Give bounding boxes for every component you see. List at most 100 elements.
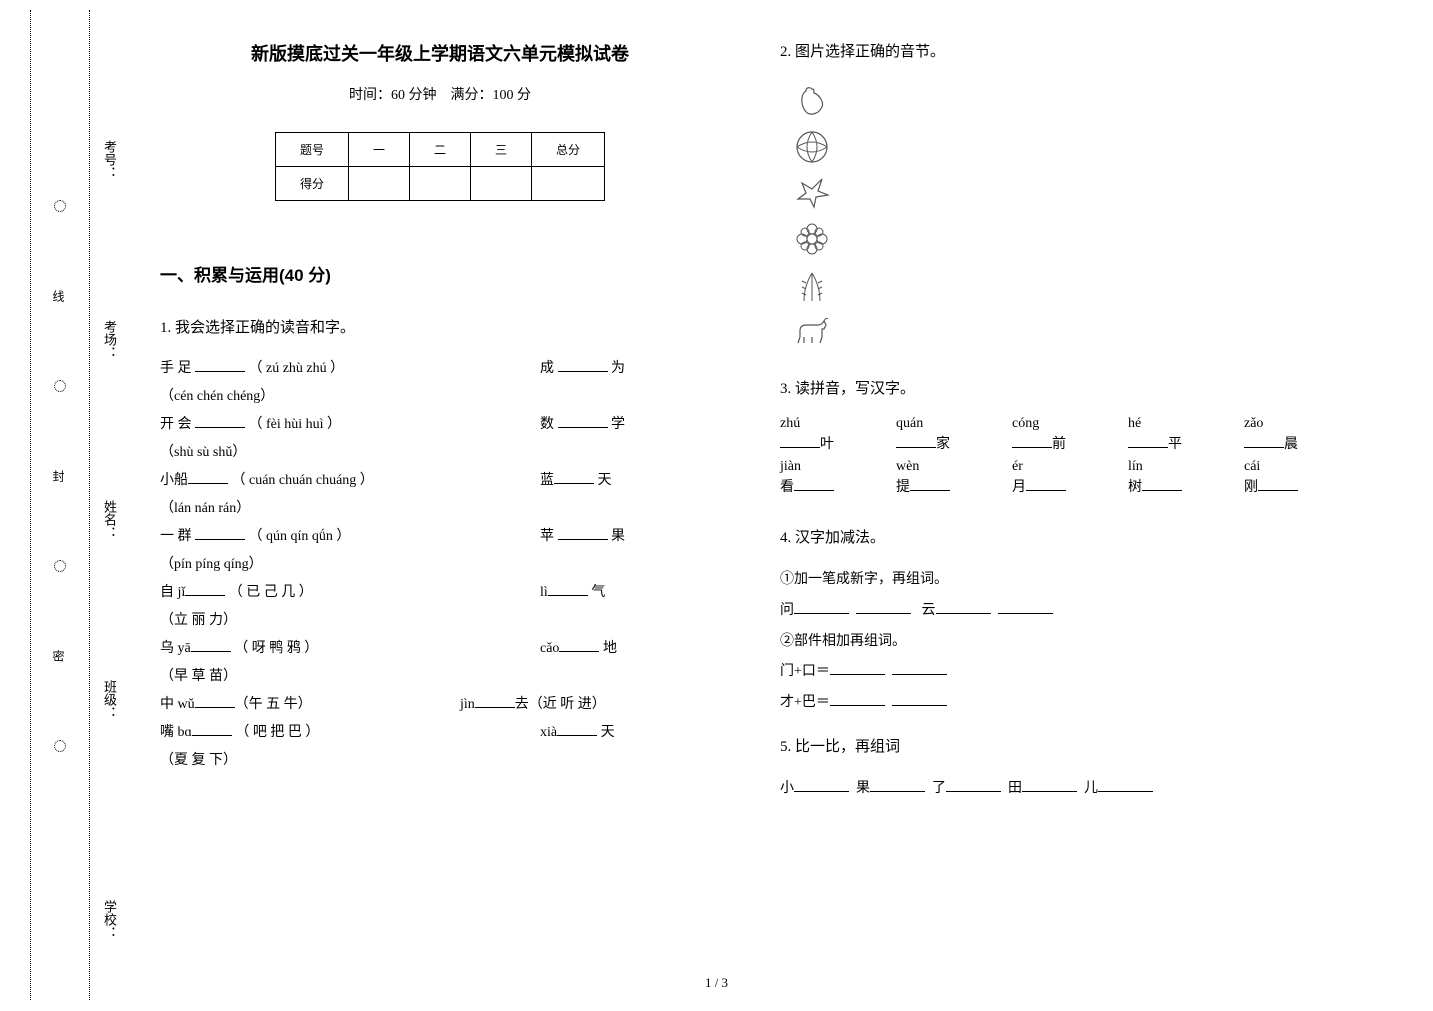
q1-right-suffix: 学 bbox=[611, 417, 625, 432]
q1-options: （ cuán chuán chuáng ） bbox=[232, 473, 374, 488]
fill-blank bbox=[195, 356, 245, 372]
q3-cell: cóng 前 bbox=[1012, 416, 1108, 453]
q3-cell: ér 月 bbox=[1012, 459, 1108, 496]
q1-stem: 小船 bbox=[160, 473, 188, 488]
fill-blank bbox=[1258, 475, 1298, 491]
fill-blank bbox=[188, 468, 228, 484]
q3-cell: zǎo 晨 bbox=[1244, 416, 1340, 453]
fill-blank bbox=[794, 776, 849, 792]
fill-blank bbox=[998, 598, 1053, 614]
q3-pinyin: zhú bbox=[780, 416, 876, 432]
wheat-icon bbox=[790, 263, 834, 307]
score-row-label: 得分 bbox=[275, 167, 348, 201]
fill-blank bbox=[1128, 432, 1168, 448]
q1-stem: 乌 yā bbox=[160, 641, 191, 656]
binding-vertical-label: 线 bbox=[50, 290, 67, 302]
fill-blank bbox=[558, 356, 608, 372]
fill-blank bbox=[946, 776, 1001, 792]
q3-char: 叶 bbox=[820, 437, 834, 452]
side-label-name: 姓名： bbox=[100, 500, 119, 539]
q3-cell: zhú 叶 bbox=[780, 416, 876, 453]
fill-blank bbox=[185, 580, 225, 596]
q3-char: 家 bbox=[936, 437, 950, 452]
q1-stem: 开 会 bbox=[160, 417, 192, 432]
q5-body: 小 果 了 田 儿 bbox=[780, 774, 1340, 805]
q5-char: 儿 bbox=[1084, 781, 1098, 796]
bird-icon bbox=[790, 171, 834, 215]
q3-pinyin: wèn bbox=[896, 459, 992, 475]
q1-paren: （pín píng qíng） bbox=[160, 551, 263, 579]
q3-char: 平 bbox=[1168, 437, 1182, 452]
table-row: 得分 bbox=[275, 167, 604, 201]
q1-right-char: 成 bbox=[540, 361, 554, 376]
q1-options: （ qún qín qǘn ） bbox=[249, 529, 351, 544]
q1-right-char: 数 bbox=[540, 417, 554, 432]
q3-pinyin: hé bbox=[1128, 416, 1224, 432]
q1-paren: （cén chén chéng） bbox=[160, 383, 274, 411]
q3-cell: quán 家 bbox=[896, 416, 992, 453]
q3-pinyin: cóng bbox=[1012, 416, 1108, 432]
q2-icon-stack bbox=[790, 79, 1340, 353]
q4-line: 门+口＝ bbox=[780, 657, 1340, 688]
binding-margin bbox=[30, 10, 90, 1000]
score-blank-cell bbox=[532, 167, 605, 201]
q3-pinyin: lín bbox=[1128, 459, 1224, 475]
side-label-examid: 考号： bbox=[100, 140, 119, 179]
q3-cell: wèn 提 bbox=[896, 459, 992, 496]
fill-blank bbox=[794, 598, 849, 614]
q4-line: 才+巴＝ bbox=[780, 688, 1340, 719]
pepper-icon bbox=[790, 79, 834, 123]
q3-char: 月 bbox=[1012, 480, 1026, 495]
section-1-heading: 一、积累与运用(40 分) bbox=[160, 261, 720, 286]
fill-blank bbox=[558, 412, 608, 428]
fill-blank bbox=[794, 475, 834, 491]
q3-cell: lín 树 bbox=[1128, 459, 1224, 496]
q4-label: 4. 汉字加减法。 bbox=[780, 526, 1340, 547]
side-label-school: 学校： bbox=[100, 900, 119, 939]
table-row: 题号 一 二 三 总分 bbox=[275, 133, 604, 167]
q3-char: 前 bbox=[1052, 437, 1066, 452]
q5-char: 田 bbox=[1008, 781, 1022, 796]
fill-blank bbox=[559, 636, 599, 652]
q4-char: 问 bbox=[780, 603, 794, 618]
score-blank-cell bbox=[409, 167, 470, 201]
q1-paren: （夏 复 下） bbox=[160, 747, 237, 775]
q3-pinyin: quán bbox=[896, 416, 992, 432]
q1-right-char: 蓝 bbox=[540, 473, 554, 488]
q4-char: 云 bbox=[922, 603, 936, 618]
q1-right-suffix: 气 bbox=[591, 585, 605, 600]
q4-formula: 门+口＝ bbox=[780, 664, 830, 679]
q1-right-suffix: 地 bbox=[603, 641, 617, 656]
q1-stem: 自 jǐ bbox=[160, 585, 185, 600]
fill-blank bbox=[1022, 776, 1077, 792]
q1-right-suffix: 为 bbox=[611, 361, 625, 376]
fill-blank bbox=[191, 636, 231, 652]
fill-blank bbox=[554, 468, 594, 484]
q1-options: （ fèi hùi huì ） bbox=[249, 417, 342, 432]
fill-blank bbox=[548, 580, 588, 596]
q1-paren: （lán nán rán） bbox=[160, 495, 250, 523]
q1-body: 手 足 （ zú zhù zhú ） 成 为 （cén chén chéng） … bbox=[160, 355, 720, 775]
fill-blank bbox=[896, 432, 936, 448]
q1-paren: （shù sù shǔ） bbox=[160, 439, 246, 467]
q1-right-char: cǎo bbox=[540, 641, 559, 656]
fill-blank bbox=[195, 692, 235, 708]
q4-line: 问 云 bbox=[780, 596, 1340, 627]
q5-char: 小 bbox=[780, 781, 794, 796]
fill-blank bbox=[1012, 432, 1052, 448]
q5-label: 5. 比一比，再组词 bbox=[780, 735, 1340, 756]
q1-options: （午 五 牛） bbox=[235, 697, 312, 712]
q3-grid: zhú 叶 quán 家 cóng 前 hé 平 zǎo 晨 jiàn bbox=[780, 416, 1340, 496]
q1-paren: （早 草 苗） bbox=[160, 663, 237, 691]
fill-blank bbox=[892, 659, 947, 675]
q3-pinyin: jiàn bbox=[780, 459, 876, 475]
fill-blank bbox=[1098, 776, 1153, 792]
q3-char: 提 bbox=[896, 480, 910, 495]
q5-char: 果 bbox=[856, 781, 870, 796]
q3-label: 3. 读拼音，写汉字。 bbox=[780, 377, 1340, 398]
side-label-group: 考号： 考场： 姓名： 班级： 学校： bbox=[100, 80, 140, 980]
score-header-cell: 题号 bbox=[275, 133, 348, 167]
binding-circle-icon bbox=[54, 560, 66, 572]
binding-vertical-label: 密 bbox=[50, 650, 67, 662]
q3-char: 刚 bbox=[1244, 480, 1258, 495]
